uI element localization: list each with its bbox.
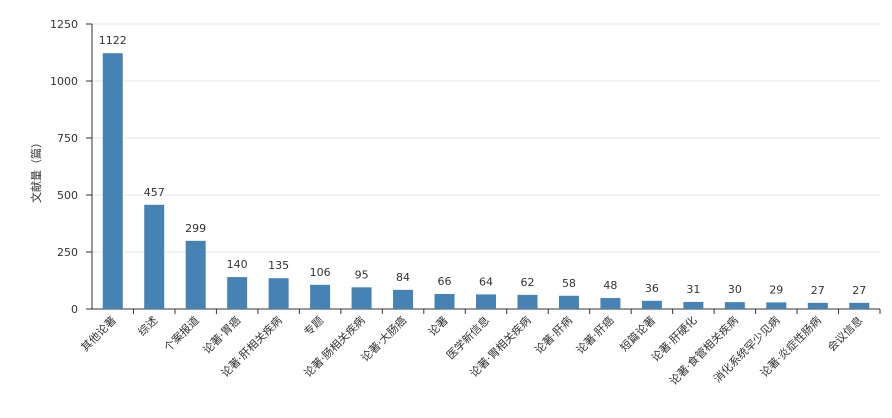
data-label: 58	[562, 277, 576, 290]
bar	[393, 289, 414, 309]
bar	[185, 240, 206, 309]
data-label: 95	[355, 268, 369, 281]
data-label: 27	[811, 284, 825, 297]
data-label: 66	[438, 275, 452, 288]
bar	[434, 293, 455, 309]
bar	[310, 284, 331, 309]
x-tick-label: 论著·食管相关疾病	[666, 313, 741, 388]
x-tick-label: 论著	[425, 313, 450, 338]
data-label: 140	[227, 258, 248, 271]
bar	[766, 302, 787, 309]
data-label: 135	[268, 259, 289, 272]
y-tick-label: 500	[57, 189, 78, 202]
x-tick-label: 个案报道	[161, 313, 202, 354]
x-tick-label: 综述	[135, 313, 160, 338]
bar	[351, 287, 372, 309]
bar	[476, 294, 496, 309]
bar	[558, 295, 579, 309]
bar	[144, 204, 165, 309]
y-tick-label: 1000	[50, 75, 78, 88]
bar	[227, 277, 248, 309]
data-label: 27	[852, 284, 866, 297]
data-label: 106	[310, 266, 331, 279]
x-tick-label: 专题	[301, 313, 326, 338]
x-tick-label: 论著·肝癌	[573, 313, 616, 356]
bar	[724, 302, 745, 309]
y-tick-label: 1250	[50, 18, 78, 31]
data-label: 1122	[99, 34, 127, 47]
bar	[807, 302, 828, 309]
bar	[641, 300, 662, 309]
x-tick-label: 论著·肝病	[532, 313, 575, 356]
x-tick-label: 论著·大肠癌	[358, 313, 409, 364]
bar	[849, 302, 870, 309]
data-label: 29	[769, 283, 783, 296]
x-tick-label: 短篇论著	[617, 313, 658, 354]
bar	[102, 53, 123, 310]
data-label: 64	[479, 275, 493, 288]
data-label: 84	[396, 271, 410, 284]
x-tick-label: 论著·胃癌	[200, 313, 243, 356]
data-label: 457	[144, 186, 165, 199]
y-tick-label: 250	[57, 246, 78, 259]
bar	[683, 301, 704, 309]
x-tick-label: 其他论著	[78, 313, 119, 354]
data-label: 31	[686, 283, 700, 296]
data-label: 62	[520, 276, 534, 289]
data-label: 30	[728, 283, 742, 296]
data-label: 48	[603, 279, 617, 292]
y-axis-label: 文献量（篇）	[29, 137, 43, 203]
x-tick-label: 会议信息	[824, 313, 865, 354]
y-tick-label: 750	[57, 132, 78, 145]
data-label: 299	[185, 222, 206, 235]
bar	[600, 298, 621, 309]
bar	[268, 278, 289, 309]
data-label: 36	[645, 282, 659, 295]
bar	[517, 294, 538, 309]
y-tick-label: 0	[71, 303, 78, 316]
